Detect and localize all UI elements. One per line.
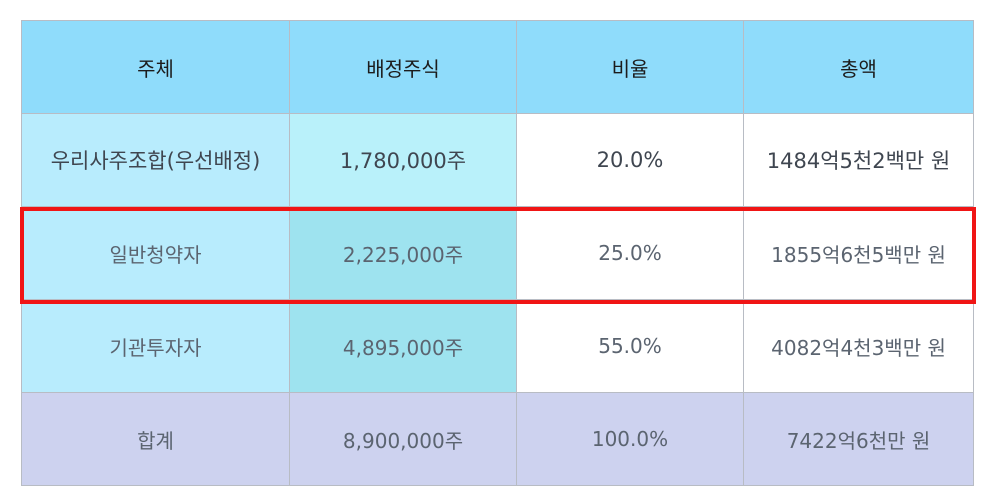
cell-total: 7422억6천만 원 <box>743 392 974 486</box>
header-ratio: 비율 <box>516 20 744 114</box>
allocation-table: 주체 배정주식 비율 총액 우리사주조합(우선배정) 1,780,000주 20… <box>21 20 974 486</box>
table-row: 일반청약자 2,225,000주 25.0% 1855억6천5백만 원 <box>21 206 974 300</box>
cell-ratio: 100.0% <box>516 392 744 486</box>
cell-entity: 우리사주조합(우선배정) <box>21 113 290 207</box>
header-entity: 주체 <box>21 20 290 114</box>
cell-shares: 4,895,000주 <box>289 299 517 393</box>
cell-ratio: 20.0% <box>516 113 744 207</box>
cell-entity: 기관투자자 <box>21 299 290 393</box>
cell-total: 1855억6천5백만 원 <box>743 206 974 300</box>
header-shares: 배정주식 <box>289 20 517 114</box>
cell-ratio: 55.0% <box>516 299 744 393</box>
cell-total: 1484억5천2백만 원 <box>743 113 974 207</box>
cell-entity: 일반청약자 <box>21 206 290 300</box>
table-total-row: 합계 8,900,000주 100.0% 7422억6천만 원 <box>21 392 974 486</box>
cell-shares: 8,900,000주 <box>289 392 517 486</box>
cell-shares: 1,780,000주 <box>289 113 517 207</box>
header-total: 총액 <box>743 20 974 114</box>
table-row: 기관투자자 4,895,000주 55.0% 4082억4천3백만 원 <box>21 299 974 393</box>
cell-total: 4082억4천3백만 원 <box>743 299 974 393</box>
table-header-row: 주체 배정주식 비율 총액 <box>21 20 974 114</box>
cell-ratio: 25.0% <box>516 206 744 300</box>
cell-shares: 2,225,000주 <box>289 206 517 300</box>
cell-entity: 합계 <box>21 392 290 486</box>
table-row: 우리사주조합(우선배정) 1,780,000주 20.0% 1484억5천2백만… <box>21 113 974 207</box>
